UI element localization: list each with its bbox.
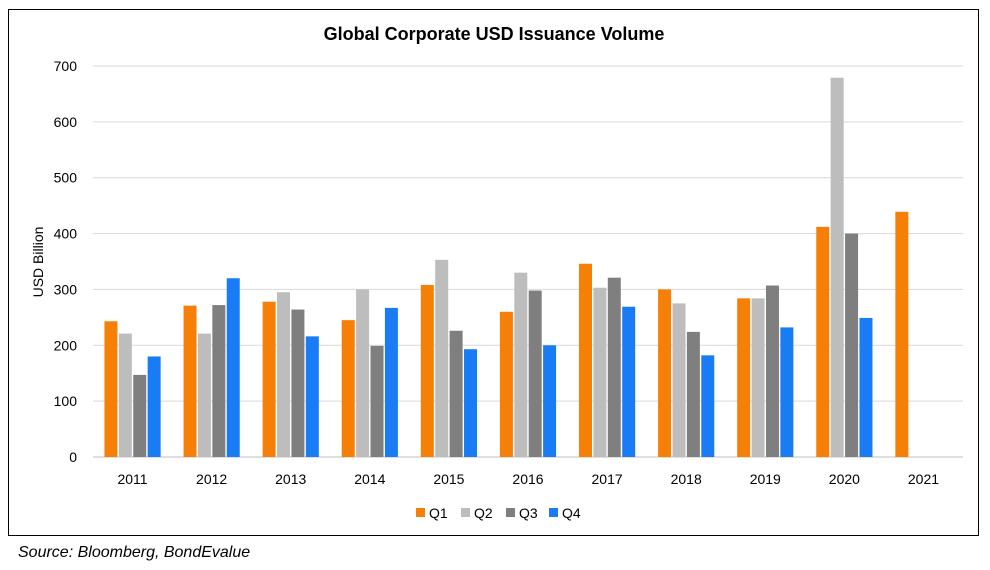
bar-q3-2013: [291, 309, 305, 457]
bar-q4-2017: [622, 306, 636, 457]
y-tick-label: 0: [69, 449, 77, 465]
x-tick-label: 2014: [354, 471, 385, 487]
legend-swatch-q2: [461, 508, 470, 517]
bar-q3-2016: [528, 290, 542, 457]
x-tick-label: 2019: [750, 471, 781, 487]
x-tick-label: 2015: [433, 471, 464, 487]
bar-q1-2014: [341, 320, 355, 457]
bar-q3-2014: [370, 345, 384, 457]
x-tick-label: 2017: [592, 471, 623, 487]
bar-q1-2016: [499, 311, 513, 457]
bar-q2-2017: [593, 287, 607, 457]
bar-q1-2020: [816, 226, 830, 457]
bar-q2-2019: [751, 298, 765, 457]
bar-q2-2016: [514, 272, 528, 457]
bar-q4-2016: [543, 345, 557, 457]
legend-label-q2: Q2: [474, 505, 493, 521]
y-axis-label: USD Billion: [30, 227, 46, 298]
legend-label-q1: Q1: [429, 505, 448, 521]
y-tick-label: 300: [54, 281, 78, 297]
bar-q3-2011: [133, 374, 147, 457]
bar-q4-2018: [701, 355, 715, 457]
bar-q3-2020: [845, 233, 859, 457]
chart-title: Global Corporate USD Issuance Volume: [324, 24, 665, 44]
x-tick-label: 2012: [196, 471, 227, 487]
bar-q4-2019: [780, 327, 794, 457]
bar-q4-2013: [305, 336, 319, 457]
x-tick-label: 2013: [275, 471, 306, 487]
x-tick-label: 2021: [908, 471, 939, 487]
bar-q1-2019: [737, 298, 751, 457]
bar-q2-2012: [197, 333, 211, 457]
bar-q1-2011: [104, 321, 118, 457]
bar-q3-2018: [686, 331, 700, 457]
y-tick-label: 700: [54, 58, 78, 74]
bar-q1-2018: [658, 289, 672, 457]
y-tick-label: 600: [54, 114, 78, 130]
bar-q2-2011: [118, 333, 132, 457]
bar-q1-2012: [183, 305, 197, 457]
bar-q2-2013: [277, 292, 291, 457]
bar-q2-2015: [435, 259, 449, 457]
x-tick-label: 2011: [117, 471, 147, 487]
x-tick-label: 2018: [671, 471, 702, 487]
bar-q1-2021: [895, 211, 909, 457]
bar-q4-2015: [464, 349, 478, 457]
source-note: Source: Bloomberg, BondEvalue: [18, 544, 251, 561]
bar-q4-2011: [147, 356, 161, 457]
bar-q4-2014: [384, 307, 398, 457]
y-tick-label: 500: [54, 170, 78, 186]
x-tick-label: 2016: [512, 471, 543, 487]
bar-q3-2017: [607, 277, 621, 457]
legend: Q1 Q2 Q3 Q4: [416, 505, 581, 521]
legend-swatch-q4: [549, 508, 558, 517]
x-tick-label: 2020: [829, 471, 860, 487]
y-tick-label: 100: [54, 393, 78, 409]
bar-q1-2017: [578, 263, 592, 457]
bar-q2-2020: [830, 77, 844, 457]
y-tick-label: 400: [54, 226, 78, 242]
legend-swatch-q1: [416, 508, 425, 517]
bar-q4-2012: [226, 278, 240, 457]
bars: [104, 77, 909, 457]
bar-q1-2013: [262, 301, 276, 457]
bar-q3-2015: [449, 330, 463, 457]
legend-swatch-q3: [506, 508, 515, 517]
axes: 0 100 200 300 400 500 600 700 2011 2012 2013 2014 20…: [54, 58, 940, 487]
bar-q2-2014: [356, 289, 370, 457]
bar-q3-2012: [212, 305, 226, 457]
legend-label-q4: Q4: [562, 505, 581, 521]
y-tick-label: 200: [54, 337, 78, 353]
legend-label-q3: Q3: [519, 505, 538, 521]
bar-q2-2018: [672, 303, 686, 457]
bar-q4-2020: [859, 317, 873, 457]
bar-q1-2015: [420, 284, 434, 457]
bar-q3-2019: [765, 285, 779, 457]
